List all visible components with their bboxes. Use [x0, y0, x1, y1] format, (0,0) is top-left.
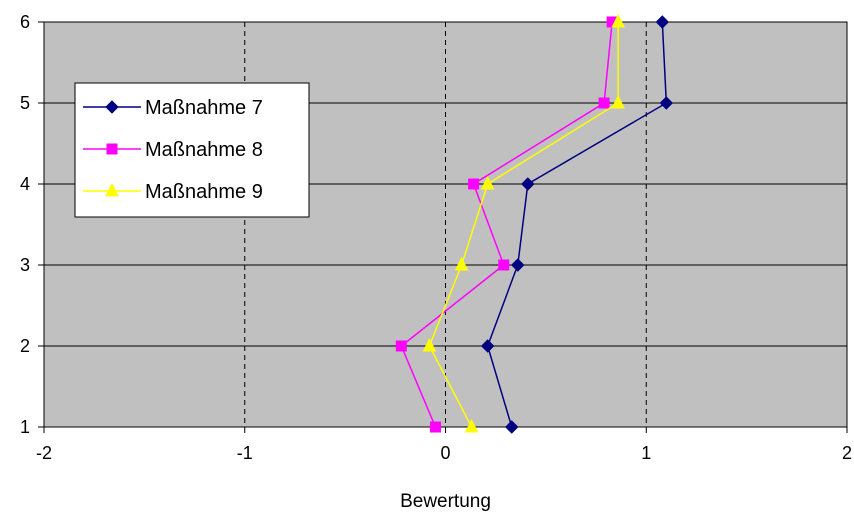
- data-point: [598, 97, 610, 109]
- series-1: [480, 15, 674, 434]
- x-axis-title: Bewertung: [400, 491, 491, 512]
- series-line: [486, 21, 668, 428]
- series-2: [395, 16, 618, 433]
- y-tick-label: 4: [20, 174, 30, 194]
- legend-marker: [106, 143, 118, 155]
- legend: Maßnahme 7 Maßnahme 8 Maßnahme 9: [74, 82, 310, 218]
- data-point: [611, 13, 625, 28]
- legend-label: Maßnahme 9: [145, 181, 263, 203]
- data-point: [498, 259, 510, 271]
- data-point: [395, 340, 407, 352]
- x-tick-label: -1: [237, 443, 253, 463]
- axes: 1 2 3 4 5 6 -2 -1 0 1 2: [20, 12, 852, 463]
- series-line: [400, 21, 613, 428]
- x-tick-label: 0: [440, 443, 450, 463]
- data-point: [480, 339, 495, 353]
- data-point: [611, 94, 625, 109]
- legend-item: Maßnahme 9: [83, 181, 263, 203]
- series-3: [422, 13, 625, 433]
- data-point: [659, 96, 674, 110]
- data-point: [480, 175, 495, 190]
- legend-label: Maßnahme 8: [145, 139, 263, 161]
- data-point: [655, 15, 670, 29]
- series-layer: [395, 13, 674, 434]
- x-tick-label: 2: [842, 443, 852, 463]
- data-point: [464, 418, 479, 433]
- legend-label: Maßnahme 7: [145, 97, 263, 119]
- data-point: [422, 337, 437, 352]
- y-tick-label: 1: [20, 417, 30, 437]
- legend-item: Maßnahme 7: [83, 97, 263, 119]
- y-tick-label: 2: [20, 336, 30, 356]
- x-tick-label: -2: [36, 443, 52, 463]
- data-point: [429, 421, 441, 433]
- data-point: [454, 256, 469, 271]
- data-point: [505, 420, 519, 434]
- x-tick-label: 1: [641, 443, 651, 463]
- legend-item: Maßnahme 8: [83, 139, 263, 161]
- data-point: [511, 258, 525, 272]
- y-tick-label: 6: [20, 12, 30, 32]
- data-point: [521, 177, 535, 191]
- legend-marker: [105, 100, 119, 114]
- y-tick-label: 3: [20, 255, 30, 275]
- legend-marker: [105, 182, 119, 197]
- data-point: [468, 178, 480, 190]
- y-tick-label: 5: [20, 93, 30, 113]
- series-line: [428, 22, 619, 428]
